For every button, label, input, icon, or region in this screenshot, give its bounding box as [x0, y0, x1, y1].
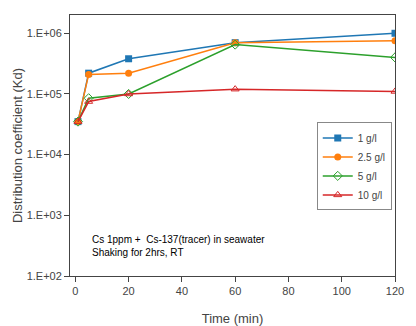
svg-text:1.E+06: 1.E+06 [27, 27, 62, 39]
svg-text:100: 100 [333, 285, 351, 297]
svg-text:1.E+02: 1.E+02 [27, 270, 62, 282]
svg-text:1.E+03: 1.E+03 [27, 209, 62, 221]
svg-text:5 g/l: 5 g/l [358, 171, 377, 182]
svg-text:60: 60 [229, 285, 241, 297]
svg-text:10 g/l: 10 g/l [358, 190, 382, 201]
svg-text:1.E+05: 1.E+05 [27, 88, 62, 100]
svg-text:Distribution coefficient (Kd): Distribution coefficient (Kd) [10, 68, 25, 223]
svg-text:40: 40 [176, 285, 188, 297]
svg-text:Cs 1ppm + Cs-137(tracer) in s: Cs 1ppm + Cs-137(tracer) in seawaterShak… [92, 234, 265, 258]
svg-text:20: 20 [122, 285, 134, 297]
svg-text:2.5 g/l: 2.5 g/l [358, 152, 385, 163]
svg-text:1 g/l: 1 g/l [358, 133, 377, 144]
svg-text:120: 120 [386, 285, 404, 297]
svg-text:Time (min): Time (min) [202, 311, 264, 326]
svg-text:1.E+04: 1.E+04 [27, 148, 62, 160]
svg-text:0: 0 [72, 285, 78, 297]
svg-text:80: 80 [282, 285, 294, 297]
